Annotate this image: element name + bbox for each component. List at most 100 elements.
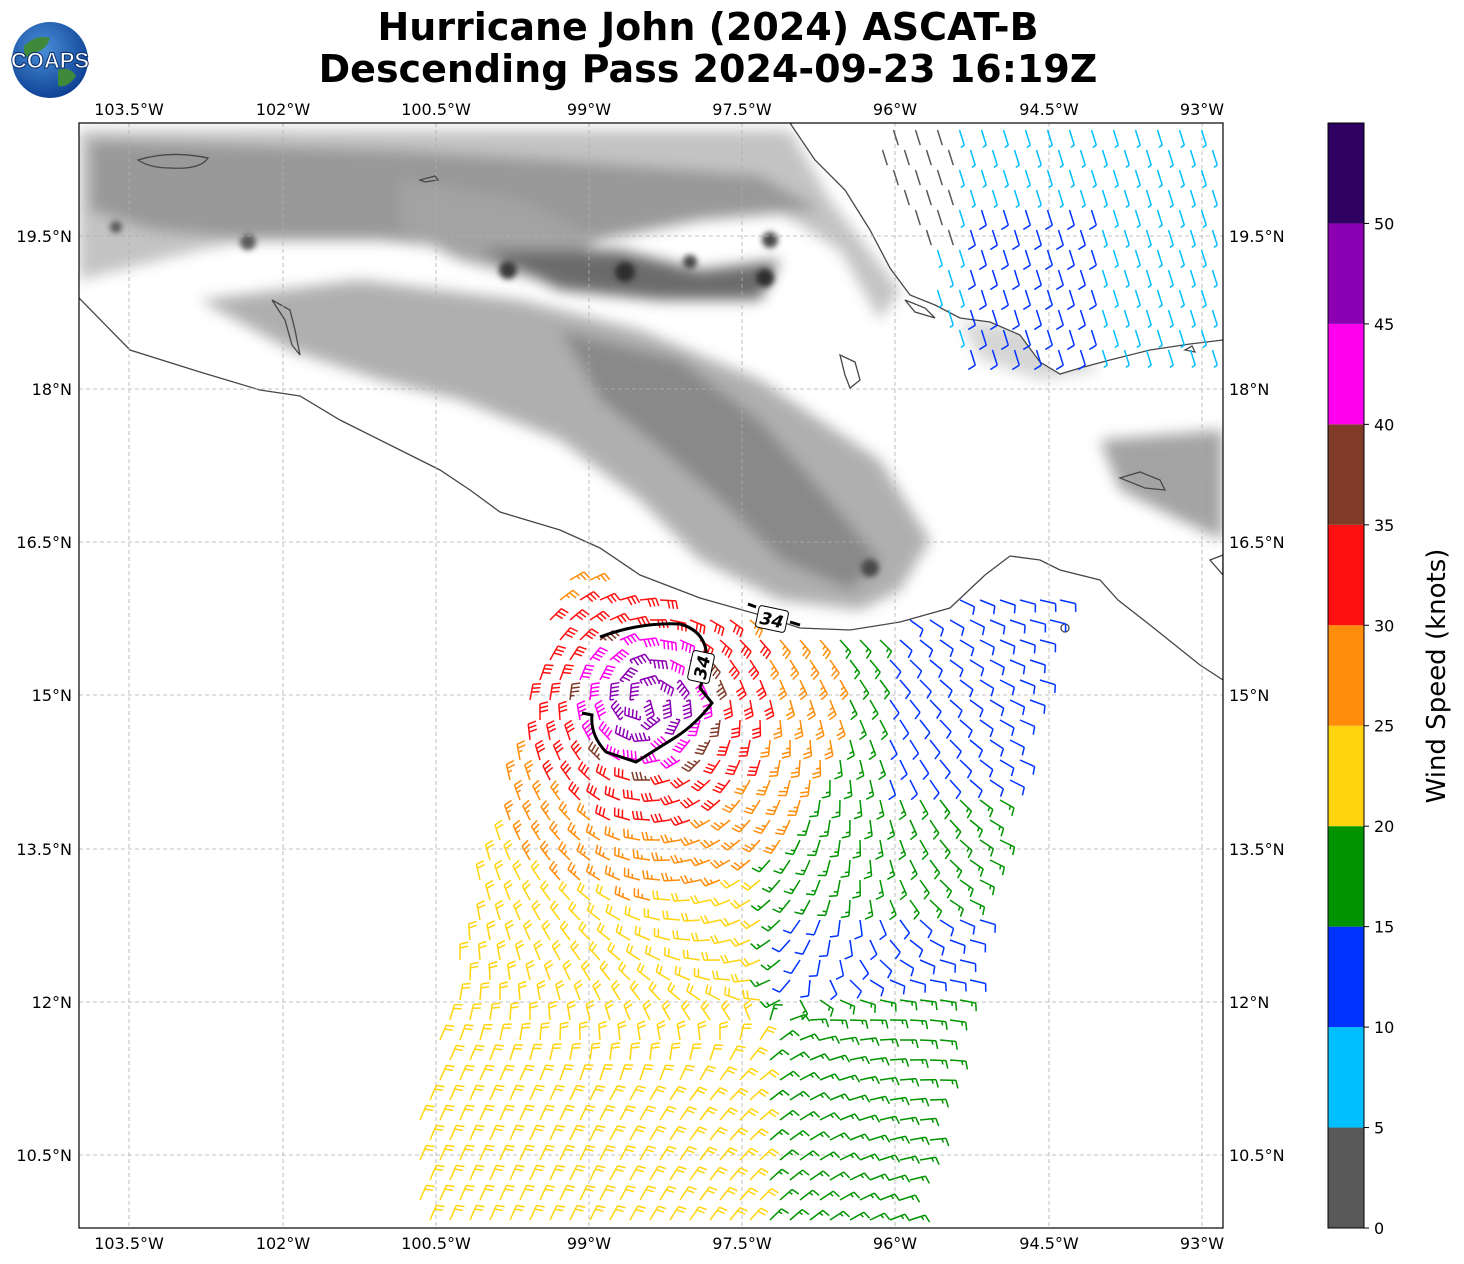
wind-barb: [513, 899, 523, 921]
wind-barb: [682, 949, 701, 961]
lon-tick-top: 96°W: [873, 100, 917, 119]
wind-barb: [919, 759, 930, 780]
wind-barb: [777, 679, 788, 701]
wind-barb: [1178, 209, 1186, 228]
wind-barb: [615, 923, 631, 941]
wind-barb: [549, 820, 561, 841]
wind-barb: [489, 1044, 504, 1061]
wind-barb: [619, 1185, 636, 1201]
wind-barb: [1044, 289, 1054, 311]
lon-tick-bottom: 99°W: [567, 1234, 611, 1253]
wind-barb: [636, 1020, 646, 1041]
wind-barb: [439, 1064, 455, 1081]
wind-barb: [699, 1186, 718, 1201]
wind-barb: [1211, 269, 1219, 288]
wind-barb: [1013, 189, 1021, 208]
wind-barb: [576, 842, 591, 861]
wind-barb: [640, 792, 661, 803]
wind-barb: [789, 1051, 811, 1061]
wind-barb: [539, 1022, 550, 1041]
wind-barb: [999, 639, 1016, 655]
colorbar-bin: [1328, 424, 1364, 525]
wind-barb: [1039, 599, 1057, 612]
wind-barb: [578, 1021, 588, 1041]
wind-barb: [1009, 659, 1026, 675]
wind-barb: [1134, 289, 1142, 308]
wind-barb: [779, 1109, 800, 1121]
lat-tick-left: 18°N: [32, 380, 72, 399]
wind-barb: [506, 960, 517, 981]
wind-barb: [469, 1044, 485, 1061]
wind-barb: [594, 699, 607, 721]
wind-barb: [630, 732, 651, 743]
wind-barb: [919, 919, 933, 939]
wind-barb: [529, 682, 542, 701]
wind-barb: [839, 1152, 861, 1161]
wind-barb: [979, 719, 994, 738]
wind-barb: [529, 1001, 539, 1021]
wind-barb: [844, 939, 854, 960]
wind-barb: [614, 724, 632, 741]
wind-barb: [719, 879, 741, 889]
wind-barb: [539, 840, 551, 861]
wind-barb: [496, 940, 506, 961]
wind-barb: [765, 799, 781, 816]
wind-barb: [639, 597, 660, 608]
wind-barb: [919, 1117, 940, 1127]
wind-barb: [790, 759, 801, 779]
wind-barb: [1024, 129, 1032, 148]
wind-barb: [617, 961, 631, 981]
wind-barb: [499, 1144, 515, 1161]
wind-barb: [889, 1096, 910, 1106]
wind-barb: [909, 979, 927, 993]
wind-barb: [689, 1086, 708, 1101]
wind-barb: [1044, 209, 1054, 231]
wind-barb: [749, 1088, 770, 1101]
wind-barb: [969, 939, 987, 953]
wind-barb: [929, 819, 940, 840]
wind-barb: [839, 679, 849, 701]
wind-barb: [899, 1039, 919, 1049]
wind-barb: [919, 679, 932, 699]
wind-barb: [949, 739, 962, 759]
wind-barb: [676, 679, 690, 700]
wind-barb: [800, 979, 811, 998]
wind-barb: [547, 1000, 558, 1021]
colorbar-tick-label: 35: [1374, 516, 1394, 535]
colorbar-bin: [1328, 826, 1364, 927]
wind-barb: [609, 1085, 626, 1101]
wind-barb: [769, 1168, 790, 1181]
wind-barb: [660, 834, 681, 844]
wind-barb: [1189, 349, 1197, 368]
wind-barb: [925, 189, 933, 206]
wind-barb: [519, 1022, 531, 1041]
wind-barb: [633, 887, 651, 901]
wind-barb: [809, 1053, 831, 1061]
wind-barb: [947, 189, 955, 206]
wind-barb: [879, 1154, 901, 1163]
wind-barb: [879, 959, 893, 979]
wind-barb: [672, 930, 691, 941]
wind-barb: [799, 1110, 821, 1121]
wind-barb: [499, 981, 509, 1001]
colorbar-tick-label: 15: [1374, 918, 1394, 937]
wind-barb: [1019, 639, 1036, 654]
wind-barb: [679, 1185, 697, 1201]
wind-barb: [1077, 269, 1087, 291]
wind-barb: [484, 839, 495, 861]
wind-barb: [840, 859, 851, 879]
wind-barb: [669, 1042, 681, 1061]
wind-barb: [589, 646, 608, 662]
wind-barb: [530, 820, 541, 841]
wind-barb: [991, 189, 999, 208]
wind-barb: [609, 1165, 626, 1181]
map-plot-area: 34 34: [79, 123, 1223, 1228]
wind-barb: [989, 699, 1005, 717]
wind-barb: [596, 922, 611, 941]
wind-barb: [829, 659, 840, 680]
wind-barb: [469, 1164, 485, 1181]
wind-barb: [589, 1164, 606, 1181]
wind-barb: [1134, 169, 1142, 188]
wind-barb: [1000, 209, 1010, 231]
wind-barb: [1066, 289, 1076, 311]
